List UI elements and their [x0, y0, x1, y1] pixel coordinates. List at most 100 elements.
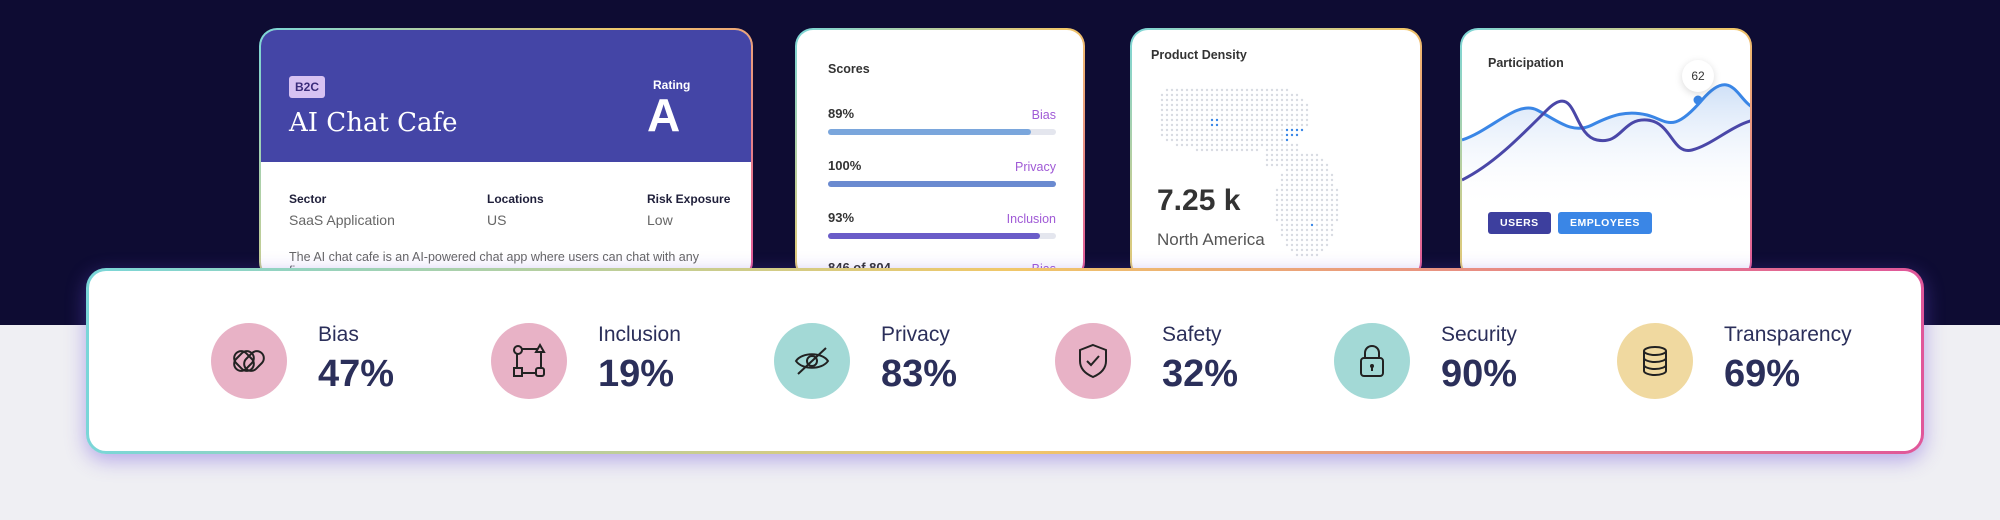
score-label: Bias [1031, 108, 1056, 122]
map-dot [1285, 233, 1289, 237]
sector-value: SaaS Application [289, 212, 395, 228]
map-dot [1205, 143, 1209, 147]
map-dot [1255, 138, 1259, 142]
map-dot [1320, 203, 1324, 207]
map-dot [1180, 113, 1184, 117]
participation-card[interactable]: Participation 62 USERS EMPLOYEES [1460, 28, 1752, 280]
map-dot [1265, 108, 1269, 112]
map-dot [1315, 178, 1319, 182]
score-track [828, 233, 1056, 239]
map-dot [1250, 128, 1254, 132]
map-dot [1175, 113, 1179, 117]
map-dot [1315, 188, 1319, 192]
density-card[interactable]: Product Density 7.25 k North America [1130, 28, 1422, 280]
map-dot [1305, 188, 1309, 192]
map-dot [1165, 133, 1169, 137]
map-dot [1275, 153, 1279, 157]
map-dot [1310, 163, 1314, 167]
map-dot [1305, 183, 1309, 187]
map-dot [1225, 133, 1229, 137]
value-bubble: 62 [1682, 60, 1714, 92]
map-dot [1280, 148, 1284, 152]
map-dot [1265, 123, 1269, 127]
map-dot [1280, 98, 1284, 102]
map-dot [1300, 233, 1304, 237]
map-dot [1305, 103, 1309, 107]
map-dot [1335, 193, 1339, 197]
map-dot [1190, 108, 1194, 112]
map-dot [1300, 218, 1304, 222]
metric-value: 83% [881, 353, 958, 395]
scores-card[interactable]: Scores 89% Bias 100% Privacy 93% Inclusi… [795, 28, 1085, 280]
metric-value: 90% [1441, 353, 1518, 395]
map-dot [1290, 193, 1294, 197]
map-dot [1260, 93, 1264, 97]
map-dot [1260, 108, 1264, 112]
map-dot [1185, 103, 1189, 107]
map-dot [1325, 223, 1329, 227]
map-dot [1275, 123, 1279, 127]
map-dot [1220, 143, 1224, 147]
map-dot [1210, 123, 1214, 127]
map-dot [1290, 163, 1294, 167]
map-dot [1265, 138, 1269, 142]
map-dot [1280, 198, 1284, 202]
map-dot [1320, 223, 1324, 227]
map-dot [1245, 103, 1249, 107]
map-dot [1205, 123, 1209, 127]
map-dot [1220, 148, 1224, 152]
map-dot [1325, 233, 1329, 237]
map-dot [1295, 93, 1299, 97]
map-dot [1325, 178, 1329, 182]
map-dot [1245, 88, 1249, 92]
map-dot [1180, 138, 1184, 142]
map-dot [1165, 88, 1169, 92]
users-legend-button[interactable]: USERS [1488, 212, 1551, 234]
map-dot [1250, 148, 1254, 152]
map-dot [1225, 118, 1229, 122]
map-dot [1270, 133, 1274, 137]
map-dot [1300, 193, 1304, 197]
map-dot [1185, 133, 1189, 137]
map-dot [1295, 108, 1299, 112]
eye-slash-icon [794, 347, 830, 375]
map-dot [1295, 168, 1299, 172]
map-dot [1270, 98, 1274, 102]
map-dot [1285, 133, 1289, 137]
map-dot [1335, 208, 1339, 212]
map-dot [1170, 108, 1174, 112]
map-dot [1285, 173, 1289, 177]
map-dot [1170, 113, 1174, 117]
map-dot [1205, 128, 1209, 132]
map-dot [1235, 108, 1239, 112]
map-dot [1280, 213, 1284, 217]
map-dot [1260, 113, 1264, 117]
map-dot [1195, 108, 1199, 112]
map-dot [1275, 198, 1279, 202]
company-header: B2C AI Chat Cafe Rating A [261, 30, 751, 162]
map-dot [1285, 98, 1289, 102]
density-title: Product Density [1151, 48, 1247, 62]
employees-legend-button[interactable]: EMPLOYEES [1558, 212, 1652, 234]
map-dot [1165, 128, 1169, 132]
map-dot [1280, 178, 1284, 182]
map-dot [1305, 248, 1309, 252]
map-dot [1255, 108, 1259, 112]
map-dot [1310, 193, 1314, 197]
map-dot [1270, 158, 1274, 162]
map-dot [1285, 128, 1289, 132]
map-dot [1160, 108, 1164, 112]
map-dot [1315, 183, 1319, 187]
metric-name: Security [1441, 323, 1517, 346]
map-dot [1205, 93, 1209, 97]
company-card[interactable]: B2C AI Chat Cafe Rating A Sector SaaS Ap… [259, 28, 753, 280]
map-dot [1315, 193, 1319, 197]
map-dot [1205, 148, 1209, 152]
score-label: Inclusion [1006, 212, 1056, 226]
map-dot [1265, 118, 1269, 122]
map-dot [1335, 218, 1339, 222]
map-dot [1200, 123, 1204, 127]
map-dot [1305, 208, 1309, 212]
map-dot [1180, 93, 1184, 97]
map-dot [1325, 183, 1329, 187]
